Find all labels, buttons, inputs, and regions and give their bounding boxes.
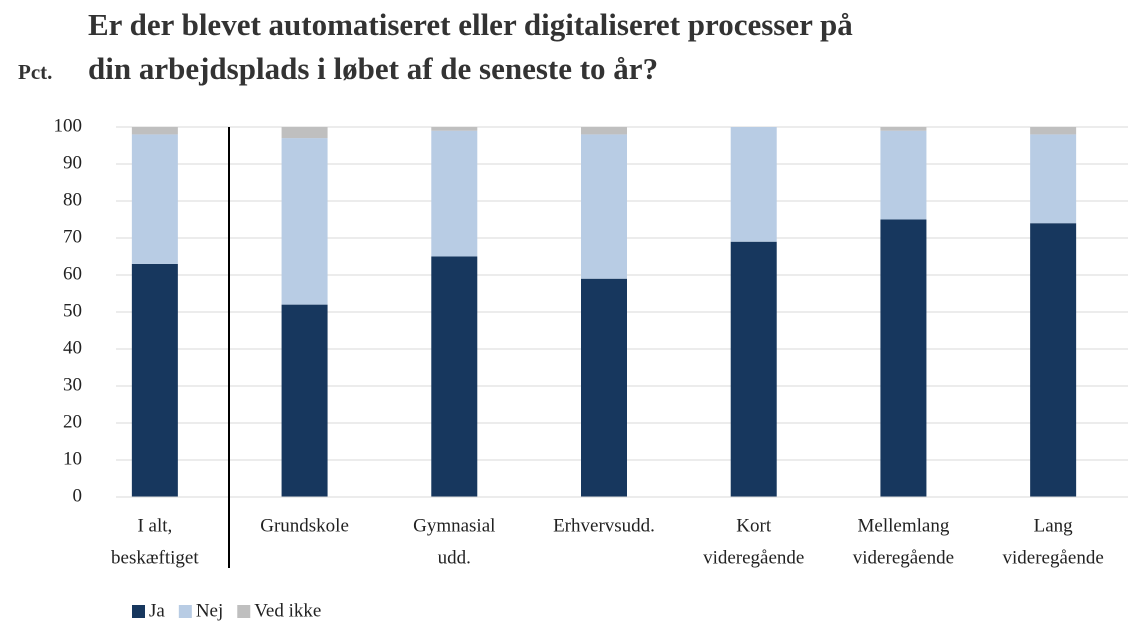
x-tick-label: beskæftiget bbox=[111, 547, 199, 568]
x-tick-label: I alt, bbox=[137, 515, 172, 536]
x-tick-label: videregående bbox=[703, 547, 804, 568]
bar-segment bbox=[1030, 134, 1077, 224]
x-tick-label: udd. bbox=[438, 547, 471, 568]
bar-segment bbox=[131, 134, 178, 264]
x-tick-label: videregående bbox=[1003, 547, 1104, 568]
y-tick-label: 80 bbox=[63, 189, 82, 210]
bar-segment bbox=[281, 127, 328, 139]
x-tick-label: Kort bbox=[736, 515, 772, 536]
bar-segment bbox=[581, 127, 627, 135]
y-tick-label: 40 bbox=[63, 337, 82, 358]
bar-segment bbox=[880, 130, 927, 220]
x-tick-label: Grundskole bbox=[260, 515, 349, 536]
bar-segment bbox=[431, 256, 478, 497]
chart-title: Er der blevet automatiseret eller digita… bbox=[88, 7, 853, 42]
bar-segment bbox=[431, 130, 478, 257]
bar-segment bbox=[581, 134, 627, 279]
bar-segment bbox=[880, 127, 927, 131]
y-tick-label: 30 bbox=[63, 374, 82, 395]
x-tick-label: Lang bbox=[1034, 515, 1074, 536]
legend-label: Ved ikke bbox=[254, 600, 321, 621]
legend-swatch bbox=[237, 605, 251, 618]
x-tick-label: Erhvervsudd. bbox=[553, 515, 655, 536]
x-tick-label: Gymnasial bbox=[413, 515, 495, 536]
legend-swatch bbox=[178, 605, 192, 618]
bar-segment bbox=[1030, 127, 1077, 135]
y-tick-label: 20 bbox=[63, 411, 82, 432]
bar-segment bbox=[581, 278, 627, 497]
bar-segment bbox=[131, 127, 178, 135]
x-tick-label: Mellemlang bbox=[858, 515, 950, 536]
y-tick-label: 100 bbox=[54, 115, 83, 136]
legend-label: Ja bbox=[149, 600, 165, 621]
bar-segment bbox=[730, 241, 777, 497]
bar-segment bbox=[880, 219, 927, 497]
bar-segment bbox=[281, 138, 328, 305]
chart-title: din arbejdsplads i løbet af de seneste t… bbox=[88, 51, 658, 86]
y-axis-label: Pct. bbox=[18, 60, 52, 84]
y-tick-label: 70 bbox=[63, 226, 82, 247]
bar-segment bbox=[730, 127, 777, 242]
y-tick-label: 60 bbox=[63, 263, 82, 284]
bar-segment bbox=[131, 263, 178, 497]
bar-segment bbox=[431, 127, 478, 131]
bar-segment bbox=[1030, 223, 1077, 497]
legend-label: Nej bbox=[196, 600, 223, 621]
bar-segment bbox=[281, 304, 328, 497]
x-tick-label: videregående bbox=[853, 547, 954, 568]
y-tick-label: 0 bbox=[73, 485, 83, 506]
legend-swatch bbox=[132, 605, 145, 618]
y-tick-label: 10 bbox=[63, 448, 82, 469]
y-tick-label: 90 bbox=[63, 152, 82, 173]
y-tick-label: 50 bbox=[63, 300, 82, 321]
